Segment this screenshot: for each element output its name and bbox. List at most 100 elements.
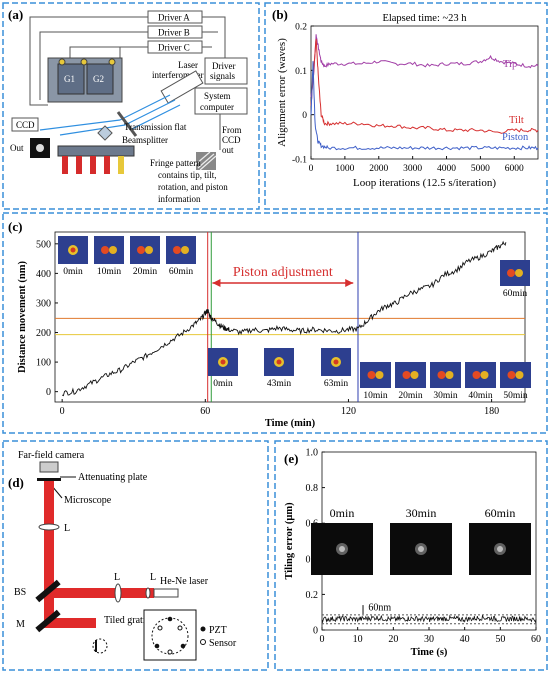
y-tick-label: 1.0 [306,448,319,459]
panel-d: (d) Far-field camera Attenuating plate M… [8,450,237,661]
thumbnail-spot-core [276,359,282,365]
x-tick-label: 0 [60,406,65,417]
thumbnail-spot [375,371,384,379]
piston-label: Piston [502,132,529,143]
he-ne-laser [153,588,179,598]
thumbnail-label: 20min [133,267,158,277]
thumbnail-spot [173,246,181,254]
sensor-legend-marker [200,639,206,645]
panel-b-chart: (b) 0 1000 2000 3000 4000 5000 6000-0.100.10.2… [272,7,539,189]
y-tick-label: 0.2 [306,590,319,601]
driver-a-label: Driver A [158,13,190,23]
camera-frame-label: 60min [485,506,516,520]
x-tick-label: 40 [460,634,470,645]
thumbnail-spot [445,371,454,379]
actuator-post-5 [118,156,124,174]
driver-side-wires [202,16,226,58]
distance-series-line [62,240,507,397]
y-axis-label: Distance movement (nm) [17,261,28,373]
beamsplitter [97,125,113,141]
thumbnail-spot [145,246,153,254]
thumbnail-label: 50min [503,391,528,401]
y-tick-label: 200 [36,328,51,339]
ccd-output-spot [36,144,44,152]
system-computer-line2: computer [200,102,234,112]
grating-g2 [86,63,114,95]
actuator-post-2 [76,156,82,174]
panel-c-chart: (c) 0 60 120 180 0 100 200 300 400 500 Time (min) D… [8,219,531,429]
actuator-post-3 [90,156,96,174]
actuator-1 [58,58,66,66]
x-tick-label: 120 [341,406,356,417]
series-line-tilt [310,39,539,134]
panel-b-label: (b) [272,7,288,22]
thumbnail-spot [507,269,515,277]
x-tick-label: 5000 [471,164,490,174]
y-tick-label: 0.2 [295,23,307,33]
panel-c-frame [2,212,548,434]
x-axis-label: Time (s) [411,647,448,658]
panel-c-label: (c) [8,219,22,234]
microscope-label: Microscope [64,495,112,506]
x-tick-label: 6000 [505,164,524,174]
thumbnail-label: 0min [213,379,233,389]
series-line-tip [310,34,539,98]
plot-area [54,231,526,403]
system-computer-line1: System [204,91,231,101]
x-tick-label: 2000 [369,164,388,174]
fringe-line3: rotation, and piston [158,182,228,192]
actuator-3 [108,58,116,66]
actuator-post-4 [104,156,110,174]
y-tick-label: 100 [36,358,51,369]
system-computer-box [194,87,248,115]
far-field-camera [39,461,59,473]
driver-b-label: Driver B [158,28,190,38]
thumbnail-label: 40min [468,391,493,401]
thumbnail-spot-core [70,247,76,253]
from-ccd-line1: From [222,125,242,135]
plot-area [310,25,539,160]
fringe-lines [195,151,217,171]
inset-pzt-3 [180,643,186,649]
camera-frame-label: 30min [406,506,437,520]
piston-arrow-left-head [212,279,221,287]
x-tick-label: 0 [320,634,325,645]
attenuating-label: Attenuating plate [78,472,148,483]
beamsplitter-bs [35,579,61,603]
y-tick-label: 0.8 [306,483,319,494]
panel-a-frame [2,2,260,210]
grating-g2-label: G2 [93,74,104,84]
inset-sensor-2 [177,625,183,631]
lens-upper-label: L [64,523,70,534]
lens-upper [38,523,60,531]
series-line-piston [310,61,539,151]
panel-e-label: (e) [284,451,298,466]
camera-frame-spot-core [418,546,424,552]
thumbnail-label: 30min [433,391,458,401]
panel-b-frame [264,2,548,210]
ccd-box [11,117,39,132]
thumbnail-spot [101,246,109,254]
thumbnail-spot [410,371,419,379]
thumbnail-label: 43min [267,379,292,389]
panel-d-label: (d) [8,475,24,490]
thumbnail-spot-core [333,359,339,365]
actuator-post-1 [62,156,68,174]
x-tick-label: 30 [424,634,434,645]
thumbnail-spot [437,371,446,379]
x-tick-label: 4000 [437,164,456,174]
attenuating-plate [37,478,61,481]
far-field-label: Far-field camera [18,450,85,461]
thumbnail-spot [402,371,411,379]
y-tick-label: 400 [36,269,51,280]
laser-label-1: Laser [178,60,198,70]
annotation-60nm: 60nm [368,602,391,613]
x-tick-label: 0 [309,164,314,174]
y-tick-label: 500 [36,239,51,250]
thumbnail-spot [367,371,376,379]
driver-signals-line2: signals [210,71,235,81]
lens-middle-label: L [114,572,120,583]
laser-label: He-Ne laser [160,576,209,587]
